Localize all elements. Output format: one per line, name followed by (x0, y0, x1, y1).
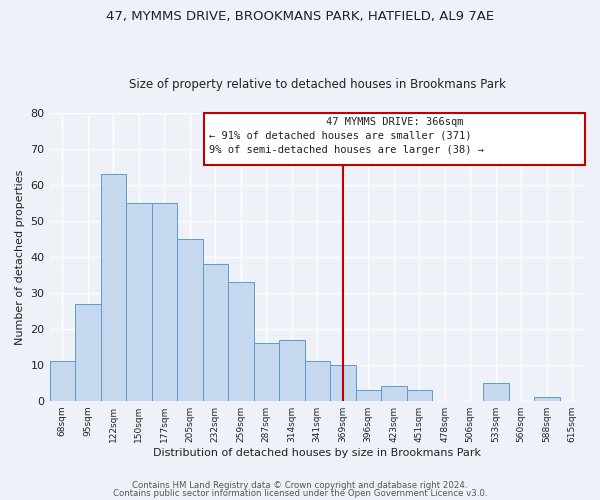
Text: Contains HM Land Registry data © Crown copyright and database right 2024.: Contains HM Land Registry data © Crown c… (132, 481, 468, 490)
Text: 47, MYMMS DRIVE, BROOKMANS PARK, HATFIELD, AL9 7AE: 47, MYMMS DRIVE, BROOKMANS PARK, HATFIEL… (106, 10, 494, 23)
Bar (254, 343, 279, 400)
Bar (203, 264, 228, 400)
Bar (534, 397, 560, 400)
X-axis label: Distribution of detached houses by size in Brookmans Park: Distribution of detached houses by size … (153, 448, 481, 458)
Bar (152, 203, 177, 400)
Bar (75, 304, 101, 400)
Text: 9% of semi-detached houses are larger (38) →: 9% of semi-detached houses are larger (3… (209, 146, 484, 156)
Bar (228, 282, 254, 401)
FancyBboxPatch shape (204, 113, 585, 165)
Title: Size of property relative to detached houses in Brookmans Park: Size of property relative to detached ho… (129, 78, 506, 91)
Bar (177, 239, 203, 400)
Bar (483, 382, 509, 400)
Text: 47 MYMMS DRIVE: 366sqm: 47 MYMMS DRIVE: 366sqm (326, 116, 463, 126)
Text: ← 91% of detached houses are smaller (371): ← 91% of detached houses are smaller (37… (209, 130, 472, 140)
Y-axis label: Number of detached properties: Number of detached properties (15, 169, 25, 344)
Bar (330, 364, 356, 400)
Bar (126, 203, 152, 400)
Bar (356, 390, 381, 400)
Bar (279, 340, 305, 400)
Text: Contains public sector information licensed under the Open Government Licence v3: Contains public sector information licen… (113, 488, 487, 498)
Bar (50, 361, 75, 401)
Bar (381, 386, 407, 400)
Bar (101, 174, 126, 400)
Bar (407, 390, 432, 400)
Bar (305, 361, 330, 401)
